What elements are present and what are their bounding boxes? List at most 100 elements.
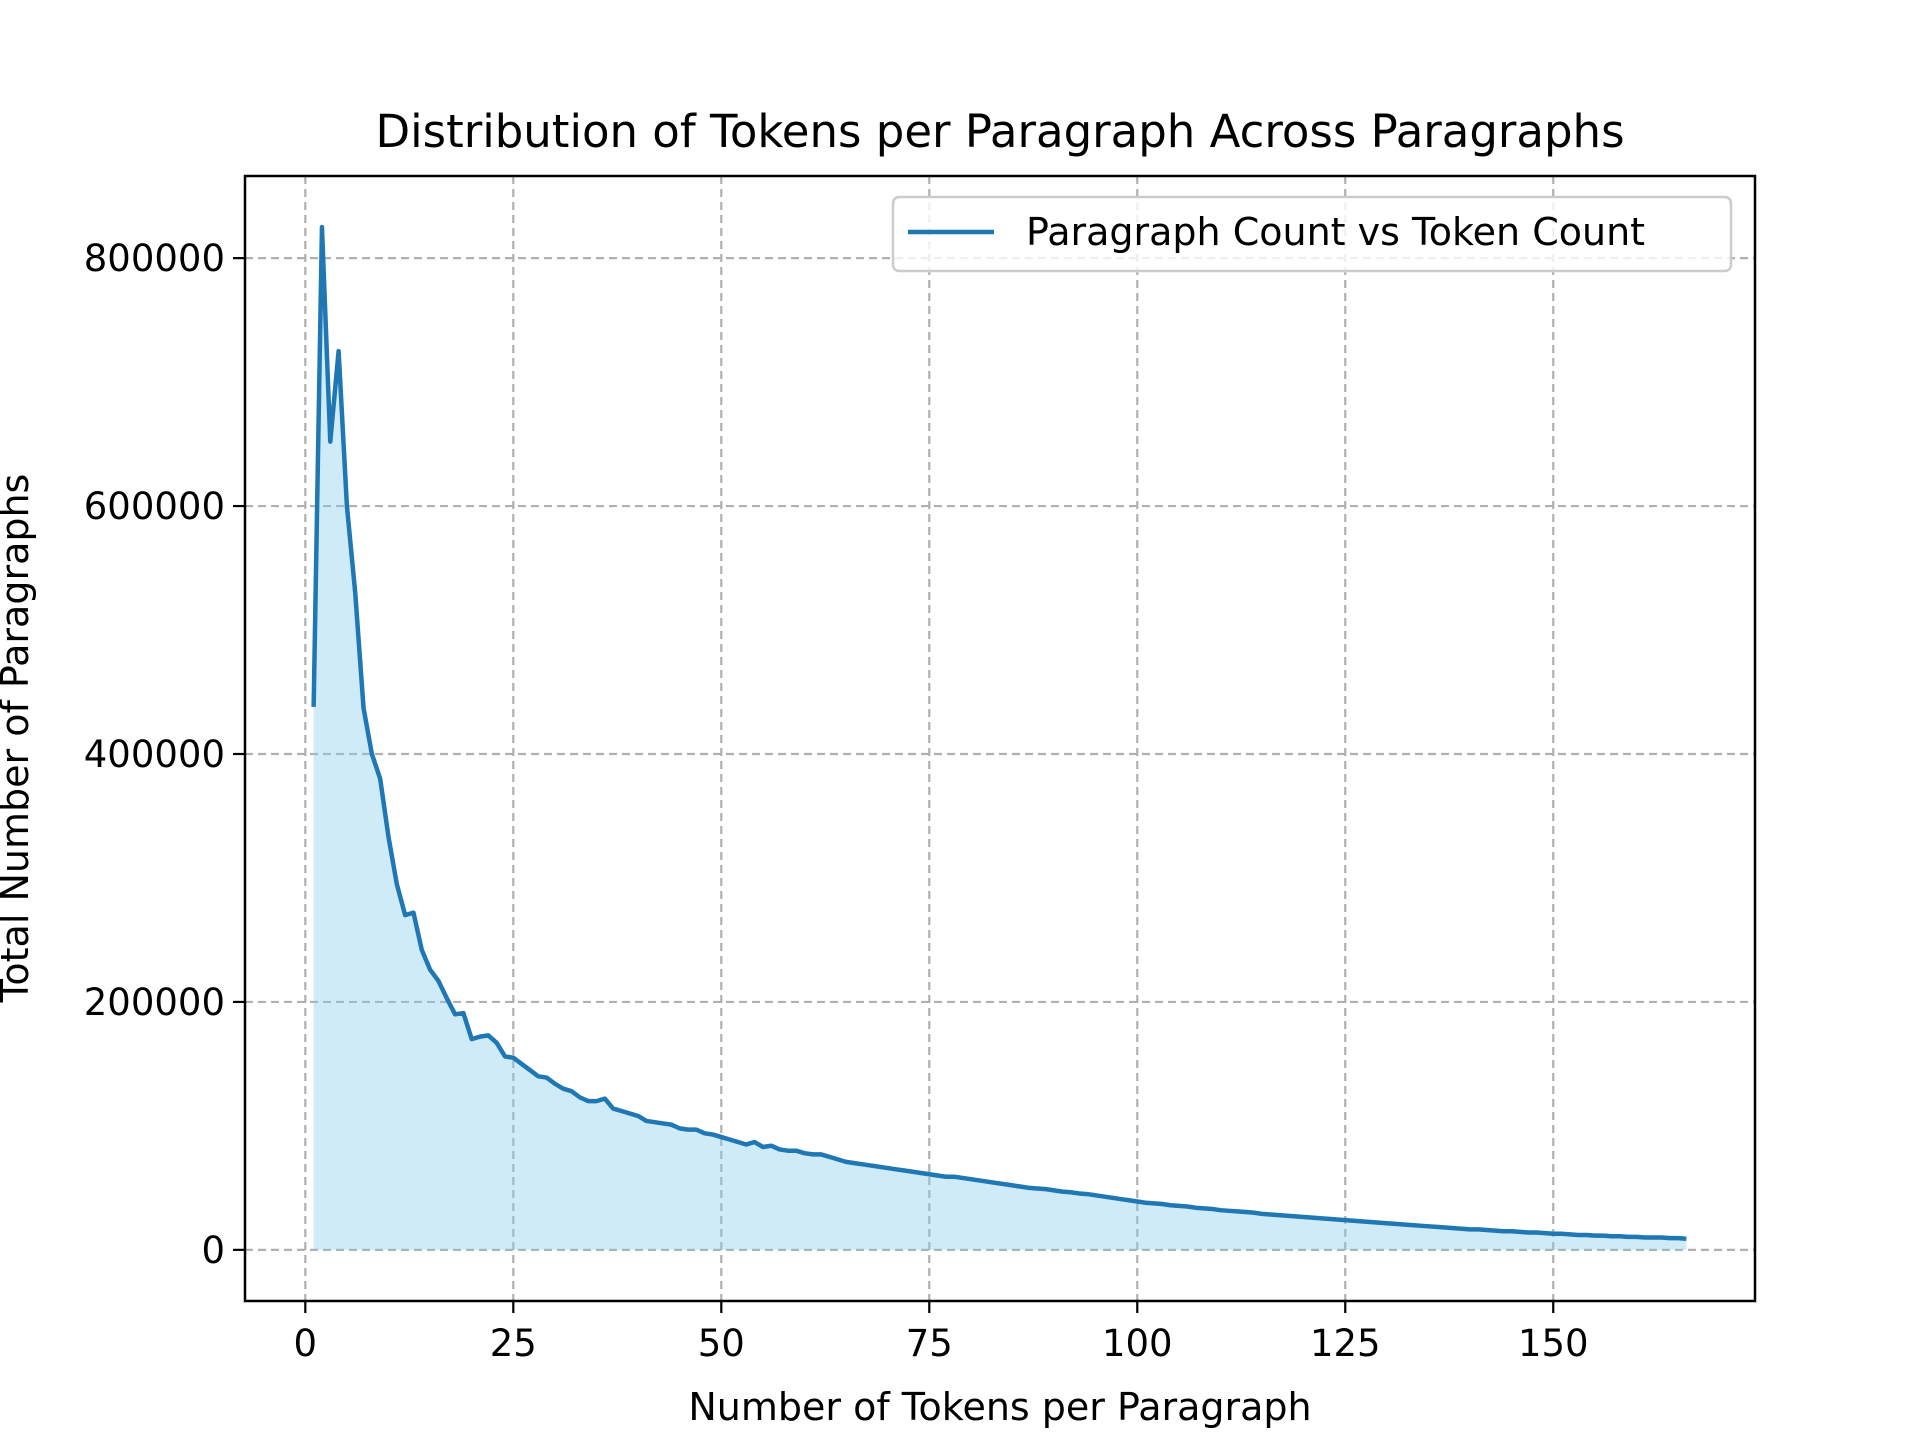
legend: Paragraph Count vs Token Count [891,195,1733,273]
y-tick-label: 0 [201,1229,225,1272]
x-tick-label: 100 [1102,1322,1173,1365]
data-point [987,1181,988,1182]
y-tick-label: 400000 [84,733,225,776]
data-point [363,708,364,709]
data-point [1195,1207,1196,1208]
data-point [1420,1225,1421,1226]
data-point [321,227,322,228]
data-point [862,1164,863,1165]
data-point [446,998,447,999]
data-point [1079,1193,1080,1194]
data-point [546,1077,547,1078]
data-point [1386,1223,1387,1224]
data-point [1678,1238,1679,1239]
data-point [945,1176,946,1177]
legend-label: Paragraph Count vs Token Count [1026,210,1645,254]
data-point [771,1145,772,1146]
data-point [421,949,422,950]
data-point [1145,1202,1146,1203]
data-point [388,837,389,838]
data-point [1445,1227,1446,1228]
data-point [521,1063,522,1064]
data-point [1029,1187,1030,1188]
data-point [954,1176,955,1177]
data-point [679,1128,680,1129]
data-point [613,1108,614,1109]
data-point [1187,1206,1188,1207]
data-point [496,1042,497,1043]
data-point [1536,1232,1537,1233]
data-point [1669,1238,1670,1239]
data-point [812,1154,813,1155]
data-point [480,1036,481,1037]
data-point [638,1115,639,1116]
data-point [596,1101,597,1102]
data-point [1411,1225,1412,1226]
data-point [1303,1217,1304,1218]
data-point [554,1083,555,1084]
data-point [313,706,314,707]
data-point [1170,1205,1171,1206]
chart-title: Distribution of Tokens per Paragraph Acr… [375,105,1624,158]
data-point [1153,1203,1154,1204]
data-point [396,884,397,885]
data-point [1686,1238,1687,1239]
data-point [1353,1220,1354,1221]
data-point [970,1179,971,1180]
data-point [1012,1185,1013,1186]
data-point [1112,1197,1113,1198]
data-point [1237,1211,1238,1212]
data-point [712,1134,713,1135]
data-point [1087,1194,1088,1195]
data-point [1037,1188,1038,1189]
data-point [1619,1236,1620,1237]
data-point [1461,1228,1462,1229]
data-point [663,1123,664,1124]
data-point [1653,1237,1654,1238]
data-point [704,1133,705,1134]
x-tick-label: 75 [906,1322,953,1365]
data-point [1004,1184,1005,1185]
x-axis-ticks: 0 25 50 75 100 125 150 [294,1301,1589,1365]
data-point [338,351,339,352]
data-point [1370,1221,1371,1222]
data-point [1478,1229,1479,1230]
data-point [729,1139,730,1140]
data-point [1519,1231,1520,1232]
x-tick-label: 50 [698,1322,745,1365]
data-point [371,754,372,755]
data-point [1395,1223,1396,1224]
data-point [563,1088,564,1089]
y-tick-label: 200000 [84,981,225,1024]
data-point [1262,1213,1263,1214]
data-point [979,1180,980,1181]
data-point [1070,1192,1071,1193]
data-point [1403,1224,1404,1225]
data-point [929,1174,930,1175]
data-point [1569,1234,1570,1235]
data-point [1594,1235,1595,1236]
data-point [688,1129,689,1130]
data-point [904,1170,905,1171]
data-point [355,592,356,593]
data-point [1528,1232,1529,1233]
data-point [579,1097,580,1098]
data-point [1062,1191,1063,1192]
data-point [796,1150,797,1151]
data-point [1287,1215,1288,1216]
data-point [871,1165,872,1166]
data-point [1311,1217,1312,1218]
data-point [1603,1235,1604,1236]
data-point [1428,1226,1429,1227]
data-point [1270,1214,1271,1215]
data-point [438,980,439,981]
data-point [837,1159,838,1160]
data-point [1511,1231,1512,1232]
data-point [1278,1215,1279,1216]
data-point [529,1070,530,1071]
data-point [1453,1228,1454,1229]
data-point [588,1101,589,1102]
data-point [779,1149,780,1150]
data-point [1253,1212,1254,1213]
